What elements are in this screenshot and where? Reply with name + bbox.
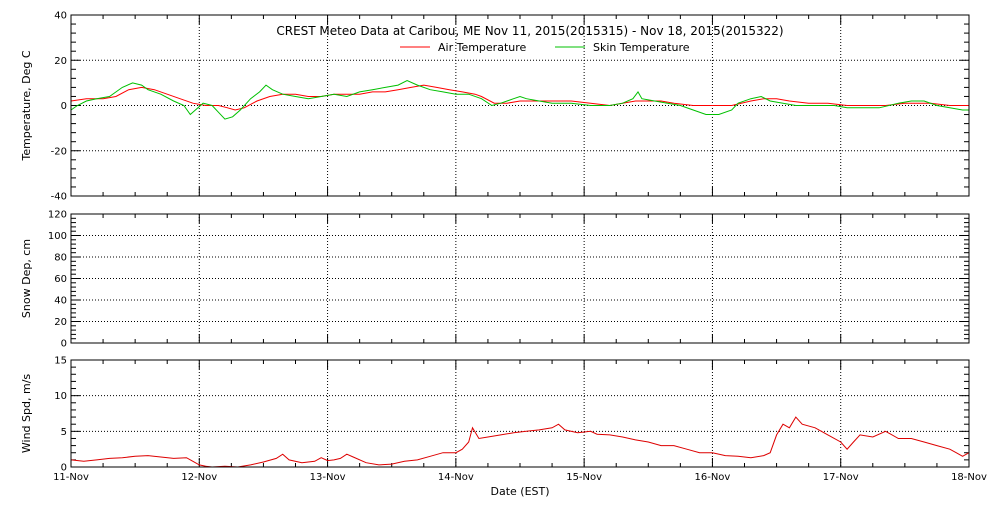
x-tick-label: 14-Nov (438, 472, 474, 483)
wind-speed-ytick-label: 5 (61, 427, 67, 438)
x-tick-label: 11-Nov (53, 472, 89, 483)
x-tick-label: 15-Nov (566, 472, 602, 483)
temperature-series-line-0 (70, 84, 969, 111)
snow-depth-ytick-label: 20 (54, 317, 67, 328)
temperature-ytick-label: -20 (51, 146, 67, 157)
x-tick-labels: 11-Nov 12-Nov 13-Nov 14-Nov 15-Nov 16-Nov 17-N… (53, 472, 987, 483)
wind-speed-y-axis-label: Wind Spd, m/s (20, 374, 33, 454)
x-tick-label: 18-Nov (951, 472, 987, 483)
wind-speed-series-line-0 (70, 416, 970, 468)
snow-depth-ytick-label: 120 (48, 210, 67, 221)
x-tick-label: 17-Nov (823, 472, 859, 483)
snow-depth-y-axis-label: Snow Dep, cm (20, 239, 33, 318)
x-tick-label: 16-Nov (694, 472, 730, 483)
legend: Air Temperature Skin Temperature (400, 41, 690, 54)
legend-label: Skin Temperature (593, 41, 690, 54)
wind-speed-ytick-label: 0 (61, 463, 67, 474)
x-tick-label: 13-Nov (310, 472, 346, 483)
temperature-ytick-label: 40 (54, 11, 67, 22)
snow-depth-ytick-label: 60 (54, 274, 67, 285)
chart-title: CREST Meteo Data at Caribou, ME Nov 11, … (276, 24, 783, 38)
snow-depth-ytick-label: 80 (54, 253, 67, 264)
snow-depth-panel: 0 20 40 60 80 100 120 Snow Dep, cm (20, 210, 970, 350)
snow-depth-plot-frame (70, 213, 970, 344)
temperature-ytick-label: -40 (51, 192, 67, 203)
snow-depth-ytick-label: 100 (48, 231, 67, 242)
x-tick-label: 12-Nov (181, 472, 217, 483)
wind-speed-plot-frame (70, 359, 970, 468)
snow-depth-ytick-label: 0 (61, 339, 67, 350)
wind-speed-ytick-label: 10 (54, 391, 67, 402)
temperature-plot-frame (70, 14, 970, 197)
temperature-panel: -40 -20 0 20 40 Temperature, Deg C (20, 11, 970, 203)
wind-speed-panel: 0 5 10 15 Wind Spd, m/s (20, 356, 970, 474)
x-axis-label: Date (EST) (490, 485, 549, 498)
temperature-y-axis-label: Temperature, Deg C (20, 50, 33, 161)
snow-depth-ytick-label: 40 (54, 296, 67, 307)
temperature-ytick-label: 20 (54, 56, 67, 67)
wind-speed-ytick-label: 15 (54, 356, 67, 367)
legend-label: Air Temperature (438, 41, 527, 54)
temperature-series-line-1 (70, 80, 969, 120)
temperature-ytick-label: 0 (61, 101, 67, 112)
